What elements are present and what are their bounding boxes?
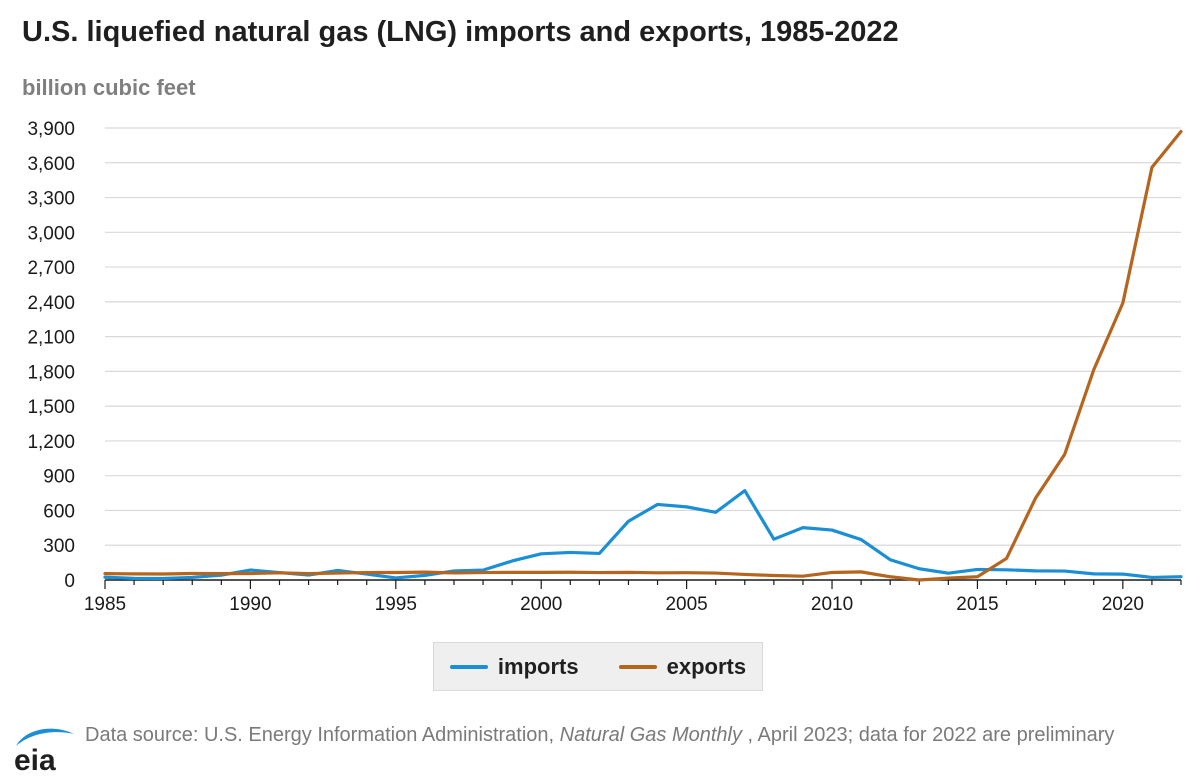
x-tick-label: 1990 [229, 594, 271, 615]
y-tick-label: 1,500 [27, 397, 75, 418]
x-tick-label: 1985 [84, 594, 126, 615]
y-tick-label: 2,100 [27, 328, 75, 349]
y-tick-label: 3,600 [27, 154, 75, 175]
legend-item-imports[interactable]: imports [449, 653, 579, 680]
gridlines [105, 127, 1181, 546]
x-tick-label: 2010 [811, 594, 853, 615]
footer: eia Data source: U.S. Energy Information… [12, 718, 1192, 778]
y-tick-label: 2,400 [27, 293, 75, 314]
line-chart: 0 300 600 900 1,200 1,500 1,800 2,100 2,400 2,700… [27, 119, 1183, 615]
legend-swatch-exports [618, 664, 657, 669]
y-tick-label: 300 [43, 536, 75, 557]
legend-item-exports[interactable]: exports [618, 653, 747, 680]
data-source-note: Data source: U.S. Energy Information Adm… [85, 722, 1165, 748]
y-tick-label: 1,800 [27, 362, 75, 383]
series-line-exports[interactable] [103, 129, 1183, 582]
legend: imports exports [433, 642, 763, 691]
y-tick-label: 3,300 [27, 189, 75, 210]
x-tick-label: 2005 [665, 594, 707, 615]
eia-logo: eia [14, 728, 74, 774]
unit-label: billion cubic feet [22, 75, 196, 100]
y-tick-label: 2,700 [27, 258, 75, 279]
x-tick-label: 1995 [375, 594, 417, 615]
x-tick-label: 2020 [1102, 594, 1144, 615]
y-tick-label: 1,200 [27, 432, 75, 453]
y-tick-label: 3,900 [27, 119, 75, 140]
axes: 0 300 600 900 1,200 1,500 1,800 2,100 2,400 2,700… [27, 119, 1182, 615]
series [103, 129, 1183, 582]
chart-title: U.S. liquefied natural gas (LNG) imports… [22, 16, 899, 48]
y-tick-label: 0 [64, 571, 75, 592]
legend-swatch-imports [449, 664, 488, 669]
source-prefix: Data source: U.S. Energy Information Adm… [85, 724, 560, 746]
source-suffix: , April 2023; data for 2022 are prelimin… [741, 724, 1115, 746]
x-tick-label: 2015 [956, 594, 998, 615]
legend-label-exports: exports [666, 653, 747, 679]
x-tick-label: 2000 [520, 594, 562, 615]
legend-label-imports: imports [497, 653, 579, 679]
y-tick-label: 600 [43, 501, 75, 522]
svg-text:eia: eia [14, 744, 56, 774]
y-tick-label: 900 [43, 467, 75, 488]
source-publication: Natural Gas Monthly [559, 724, 742, 746]
y-tick-label: 3,000 [27, 223, 75, 244]
